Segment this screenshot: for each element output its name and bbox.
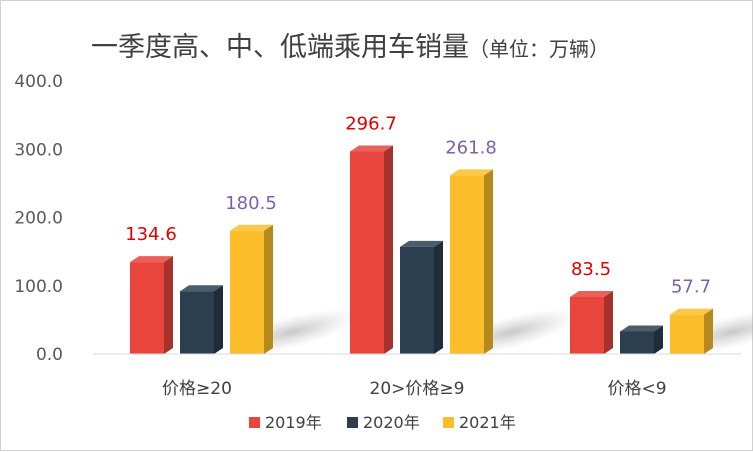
- y-tick-label: 200.0: [14, 209, 63, 229]
- bar-side: [484, 169, 493, 354]
- category-label: 价格≥20: [162, 379, 232, 399]
- bar: [670, 314, 704, 354]
- data-label: 296.7: [345, 114, 397, 135]
- chart-title-main: 一季度高、中、低端乘用车销量: [91, 32, 469, 63]
- bar: [620, 331, 654, 354]
- data-label: 180.5: [225, 193, 277, 214]
- data-label: 83.5: [571, 259, 611, 280]
- data-label: 134.6: [125, 224, 177, 245]
- bar-side: [704, 308, 713, 354]
- bar-side: [604, 291, 613, 354]
- y-tick-label: 400.0: [14, 72, 63, 92]
- bar-top: [130, 256, 173, 263]
- bar-top: [180, 285, 223, 292]
- bar: [570, 297, 604, 354]
- y-axis: 0.0 100.0 200.0 300.0 400.0: [14, 72, 63, 365]
- category-label: 20>价格≥9: [370, 379, 465, 399]
- y-tick-label: 0.0: [36, 345, 63, 365]
- legend-label: 2019年: [265, 413, 322, 432]
- bar: [230, 230, 264, 354]
- bar-top: [450, 169, 493, 176]
- bars: [130, 145, 713, 354]
- legend-label: 2020年: [363, 413, 420, 432]
- category-label: 价格<9: [607, 379, 666, 399]
- x-axis: 价格≥20 20>价格≥9 价格<9: [93, 353, 741, 399]
- legend-swatch: [443, 417, 454, 428]
- bar-top: [400, 240, 443, 247]
- bar: [180, 291, 214, 354]
- bar: [350, 151, 384, 354]
- bar-top: [350, 145, 393, 152]
- data-label: 261.8: [445, 137, 497, 158]
- bar-side: [384, 145, 393, 354]
- bar-top: [570, 291, 613, 298]
- y-tick-label: 300.0: [14, 140, 63, 160]
- y-tick-label: 100.0: [14, 277, 63, 297]
- bar-side: [654, 325, 663, 354]
- legend-swatch: [347, 417, 358, 428]
- legend-label: 2021年: [459, 413, 516, 432]
- bar-top: [620, 325, 663, 332]
- bar: [400, 246, 434, 354]
- bar-side: [434, 240, 443, 354]
- bar: [130, 262, 164, 354]
- bar: [450, 175, 484, 354]
- legend-swatch: [249, 417, 260, 428]
- legend: 2019年 2020年 2021年: [249, 413, 516, 432]
- bar-top: [230, 224, 273, 231]
- data-labels: 134.6 180.5 296.7 261.8 83.5 57.7: [125, 114, 711, 298]
- bar-side: [264, 224, 273, 354]
- bar-side: [164, 256, 173, 354]
- bar-top: [670, 308, 713, 315]
- chart-title: 一季度高、中、低端乘用车销量（单位：万辆）: [91, 32, 609, 63]
- data-label: 57.7: [671, 277, 711, 298]
- bar-side: [214, 285, 223, 354]
- chart-title-unit: （单位：万辆）: [469, 37, 609, 61]
